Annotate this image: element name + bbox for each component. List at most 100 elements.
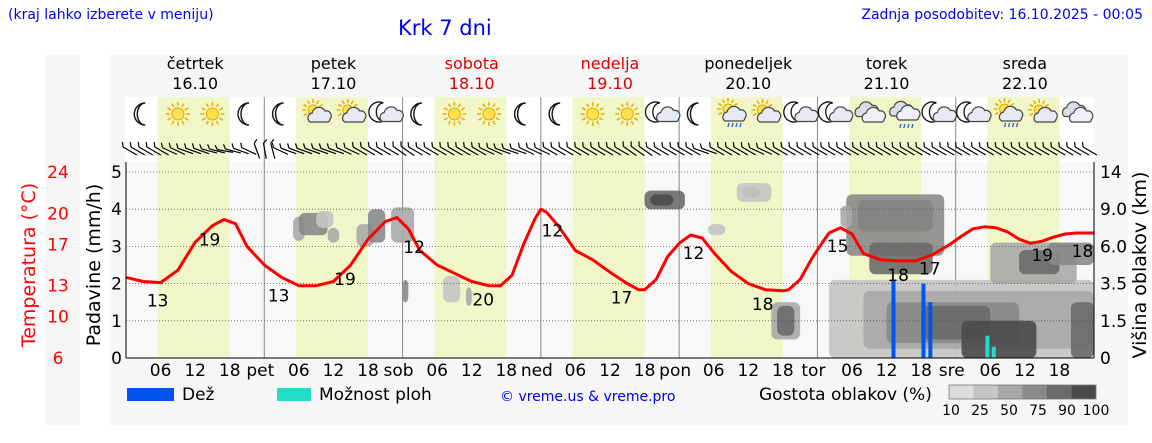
wind-barb-flag bbox=[574, 141, 576, 148]
wind-barb-flag bbox=[509, 143, 512, 149]
sun-ray bbox=[1010, 102, 1015, 107]
wind-barb-flag bbox=[1018, 141, 1021, 148]
wind-barb-staff bbox=[709, 146, 725, 156]
moon-cloud-icon bbox=[955, 101, 992, 123]
wind-barb-staff bbox=[654, 146, 669, 156]
page-title: Krk 7 dni bbox=[398, 16, 492, 40]
temperature-label: 18 bbox=[887, 266, 909, 286]
wind-barb-flag bbox=[222, 144, 226, 150]
sun-ray bbox=[478, 117, 483, 121]
hour-tick: 06 bbox=[703, 361, 725, 381]
wind-barb-flag bbox=[954, 141, 957, 148]
wind-barb-staff bbox=[487, 147, 503, 155]
wind-barb bbox=[550, 141, 566, 156]
wind-barb bbox=[923, 141, 939, 156]
wind-barb-staff bbox=[1051, 146, 1066, 156]
wind-barb-staff bbox=[868, 146, 884, 156]
wind-barb bbox=[1026, 141, 1042, 156]
moon-icon bbox=[686, 102, 699, 126]
wind-barb-staff bbox=[352, 146, 368, 156]
rain-drop bbox=[1007, 122, 1011, 128]
wind-barb-flag bbox=[199, 144, 203, 150]
wind-barb-flag bbox=[780, 141, 783, 148]
wind-barb-staff bbox=[288, 147, 305, 155]
wind-barb bbox=[183, 143, 202, 155]
cloud-height-tick: 6.0 bbox=[1100, 237, 1127, 257]
wind-barb-staff bbox=[916, 146, 931, 156]
wind-barb bbox=[970, 141, 987, 156]
wind-barb bbox=[478, 142, 495, 155]
moon-shape bbox=[783, 101, 799, 123]
sun-ray bbox=[730, 99, 735, 104]
wind-barb-flag bbox=[263, 139, 268, 144]
wind-barb-flag bbox=[923, 141, 926, 148]
wind-barb bbox=[685, 141, 701, 156]
temperature-tick: 20 bbox=[47, 204, 69, 224]
wind-barb bbox=[335, 142, 352, 155]
rain-bar bbox=[891, 279, 896, 358]
wind-barb-staff bbox=[789, 146, 804, 156]
region-note[interactable]: (kraj lahko izberete v meniju) bbox=[8, 7, 214, 23]
wind-barb bbox=[343, 142, 360, 155]
wind-barb-flag bbox=[747, 142, 751, 148]
wind-barb-flag bbox=[653, 141, 656, 148]
sun-cloud-rain-icon bbox=[993, 98, 1024, 128]
sun-ray bbox=[752, 103, 757, 108]
wind-barb bbox=[645, 141, 661, 156]
hour-tick: 06 bbox=[841, 361, 863, 381]
hour-tick: 06 bbox=[288, 361, 310, 381]
wind-barb-flag bbox=[605, 141, 608, 148]
wind-barb-flag bbox=[1066, 141, 1068, 148]
wind-barb bbox=[605, 141, 622, 156]
wind-barb-flag bbox=[439, 141, 442, 148]
daylight-band bbox=[572, 97, 645, 358]
cloud-height-tick: 14 bbox=[1100, 163, 1122, 183]
day-date: 22.10 bbox=[1002, 74, 1048, 93]
wind-barb-staff bbox=[217, 149, 234, 153]
wind-barb-flag bbox=[820, 141, 822, 148]
wind-barb-flag bbox=[121, 141, 124, 148]
wind-barb-flag bbox=[270, 138, 275, 144]
temperature-tick: 17 bbox=[47, 235, 69, 255]
wind-barb-flag bbox=[1034, 141, 1037, 148]
rain-drop bbox=[1003, 122, 1007, 128]
sun-ray bbox=[181, 120, 185, 125]
wind-barb-staff bbox=[797, 146, 812, 156]
sun-ray bbox=[460, 107, 466, 111]
sun-ray bbox=[482, 120, 486, 125]
wind-barb-staff bbox=[781, 146, 796, 156]
wind-barb-flag bbox=[302, 143, 306, 149]
wind-barb-staff bbox=[622, 145, 637, 157]
sun-cloud-icon bbox=[1028, 99, 1058, 123]
sun-cloud-icon bbox=[336, 99, 367, 123]
moon-shape bbox=[410, 102, 422, 126]
wind-barb bbox=[447, 141, 463, 156]
sun-icon bbox=[477, 102, 501, 126]
wind-barb-staff bbox=[185, 147, 202, 155]
wind-barb-staff bbox=[805, 146, 820, 156]
cloud-density-patch bbox=[402, 279, 409, 303]
sun-ray bbox=[341, 100, 345, 105]
wind-barb bbox=[493, 143, 511, 155]
wind-barb bbox=[542, 141, 558, 156]
wind-barb-flag bbox=[463, 141, 465, 148]
wind-barb-flag bbox=[335, 142, 338, 148]
wind-barb-staff bbox=[304, 147, 321, 155]
sun-ray bbox=[718, 111, 723, 116]
sun-disc bbox=[586, 107, 600, 121]
sun-ray bbox=[201, 107, 206, 111]
wind-barb-staff bbox=[448, 146, 463, 156]
wind-barb bbox=[875, 141, 891, 156]
wind-barb-flag bbox=[183, 143, 187, 149]
sun-ray bbox=[171, 103, 175, 108]
moon-icon bbox=[133, 102, 146, 126]
rain-bar bbox=[928, 302, 933, 358]
sun-disc bbox=[171, 107, 185, 121]
wind-barb-staff bbox=[630, 145, 645, 157]
wind-barb-staff bbox=[725, 146, 741, 156]
day-date: 16.10 bbox=[172, 74, 218, 93]
wind-barb bbox=[962, 141, 979, 156]
wind-barb-flag bbox=[542, 141, 545, 148]
hour-tick: 06 bbox=[565, 361, 587, 381]
wind-barb-flag bbox=[253, 138, 258, 144]
